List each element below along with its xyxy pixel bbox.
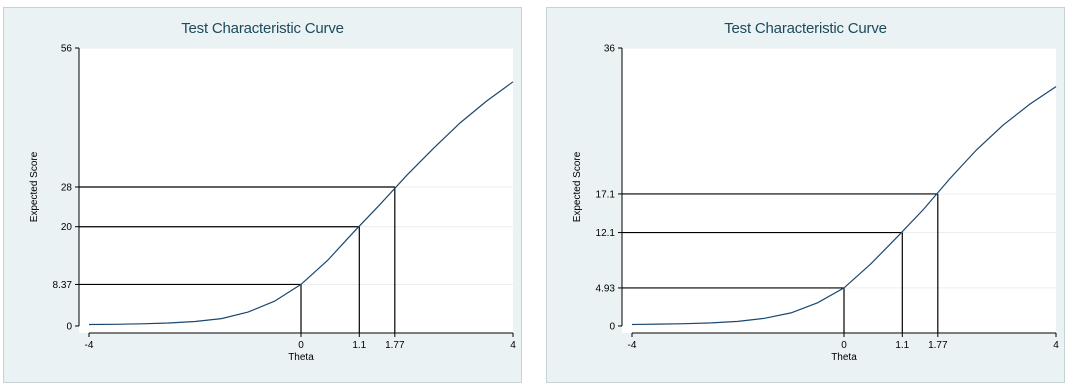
plot-area [622, 48, 1056, 333]
x-tick-label: 0 [841, 340, 847, 351]
series-line [631, 86, 1057, 326]
x-axis-label: Theta [831, 352, 857, 363]
x-tick-label: -4 [628, 340, 637, 351]
x-tick-label: 4 [510, 340, 516, 351]
x-tick-label: 1.77 [928, 340, 948, 351]
y-tick-label: 8.37 [53, 280, 73, 291]
series-line [88, 81, 514, 326]
y-tick-label: 36 [604, 44, 616, 55]
x-tick-label: 4 [1053, 340, 1059, 351]
x-tick-label: 1.1 [352, 340, 366, 351]
y-tick-label: 0 [66, 322, 72, 333]
chart-panel-left: Test Characteristic Curve 0 8.37 20 28 56 -4 0… [3, 7, 522, 383]
y-tick-label: 0 [609, 322, 615, 333]
x-tick-label: 1.1 [895, 340, 909, 351]
x-tick-label: 0 [298, 340, 304, 351]
x-tick-label: 1.77 [385, 340, 405, 351]
chart-title: Test Characteristic Curve [181, 20, 344, 37]
y-tick-label: 20 [61, 222, 73, 233]
x-axis-label: Theta [288, 352, 314, 363]
y-tick-label: 28 [61, 183, 73, 194]
test-characteristic-curve-chart: 0 8.37 20 28 56 -4 0 1.1 1.77 4 Theta Expected Scor… [29, 44, 516, 364]
test-characteristic-curve-chart: 0 4.93 12.1 17.1 36 -4 0 1.1 1.77 4 Theta Expected … [572, 44, 1059, 364]
y-tick-label: 4.93 [596, 283, 616, 294]
plot-area [79, 48, 513, 333]
y-tick-label: 17.1 [596, 189, 616, 200]
chart-title: Test Characteristic Curve [724, 20, 887, 37]
y-tick-label: 12.1 [596, 228, 616, 239]
y-axis-label: Expected Score [29, 151, 40, 222]
y-tick-label: 56 [61, 44, 73, 55]
x-tick-label: -4 [85, 340, 94, 351]
y-axis-label: Expected Score [572, 151, 583, 222]
chart-panel-right: Test Characteristic Curve 0 4.93 12.1 17.1 3… [546, 7, 1065, 383]
